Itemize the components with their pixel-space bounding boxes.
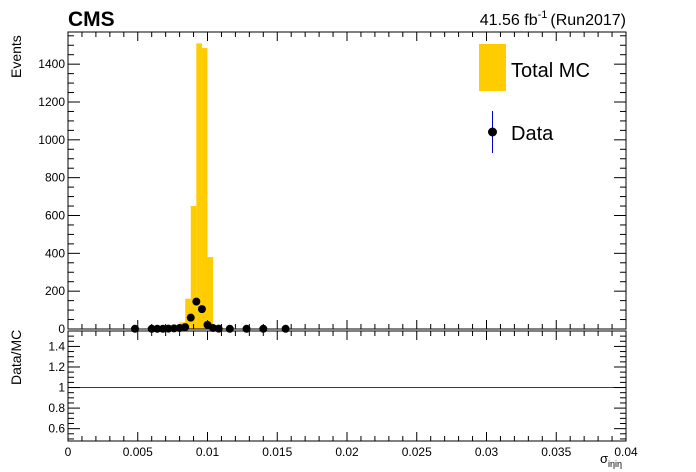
data-point (192, 297, 201, 306)
ratio-x-axis: 0 0.005 0.01 0.015 0.02 0.025 0.03 0.035 0.04 (65, 331, 638, 459)
y-tick-label: 200 (45, 284, 65, 298)
legend-mc-label: Total MC (511, 60, 590, 82)
ratio-y-tick-label: 1 (58, 381, 65, 395)
x-tick-label: 0.01 (196, 445, 220, 459)
ratio-y-tick-label: 1.2 (48, 360, 65, 374)
main-plot: 0 200 400 600 800 1000 1200 1400 (38, 31, 627, 336)
mc-bar (207, 257, 214, 329)
x-tick-label: 0.025 (402, 445, 432, 459)
lumi-value: 41.56 fb (480, 12, 538, 29)
data-point (181, 323, 190, 332)
y-tick-label: 400 (45, 246, 65, 260)
x-tick-label: 0.03 (475, 445, 499, 459)
x-tick-label: 0.005 (123, 445, 153, 459)
mc-bar (185, 298, 191, 329)
legend-data-marker (488, 127, 497, 137)
mc-bar (201, 48, 208, 329)
main-y-axis: 0 200 400 600 800 1000 1200 1400 (38, 35, 626, 336)
legend: Total MC Data (479, 44, 590, 153)
ratio-y-axis: 0.6 0.8 1 1.2 1.4 (48, 335, 626, 440)
ratio-plot: 0.6 0.8 1 1.2 1.4 0 0.005 0.01 0.015 0.02 0.025 0.… (48, 330, 638, 459)
y-tick-label: 1400 (38, 57, 65, 71)
main-x-axis (67, 32, 627, 329)
y-tick-label: 1000 (38, 133, 65, 147)
x-tick-label: 0 (65, 445, 72, 459)
ratio-y-tick-label: 1.4 (48, 339, 65, 353)
y-tick-label: 600 (45, 208, 65, 222)
ratio-y-tick-label: 0.8 (48, 401, 65, 415)
x-tick-label: 0.04 (614, 445, 638, 459)
y-axis-title: Events (8, 35, 24, 78)
y-tick-label: 800 (45, 171, 65, 185)
data-point (197, 305, 206, 314)
legend-data-label: Data (511, 123, 554, 145)
ratio-y-tick-label: 0.6 (48, 422, 65, 436)
mc-bar (190, 206, 197, 329)
luminosity-label: 41.56 fb-1 (Run2017) (480, 9, 626, 29)
x-tick-label: 0.015 (262, 445, 292, 459)
data-point (186, 313, 195, 322)
y-tick-label: 1200 (38, 95, 65, 109)
x-tick-label: 0.035 (541, 445, 571, 459)
main-frame (67, 31, 627, 330)
x-tick-label: 0.02 (335, 445, 359, 459)
mc-bar (196, 43, 202, 330)
legend-mc-swatch (479, 44, 506, 91)
lumi-exponent: -1 (538, 9, 548, 21)
ratio-frame (67, 330, 627, 442)
experiment-label: CMS (68, 8, 115, 31)
mc-histogram (168, 43, 225, 330)
ratio-y-axis-title: Data/MC (8, 330, 24, 385)
y-tick-label: 0 (58, 322, 65, 336)
lumi-run: (Run2017) (550, 12, 626, 29)
